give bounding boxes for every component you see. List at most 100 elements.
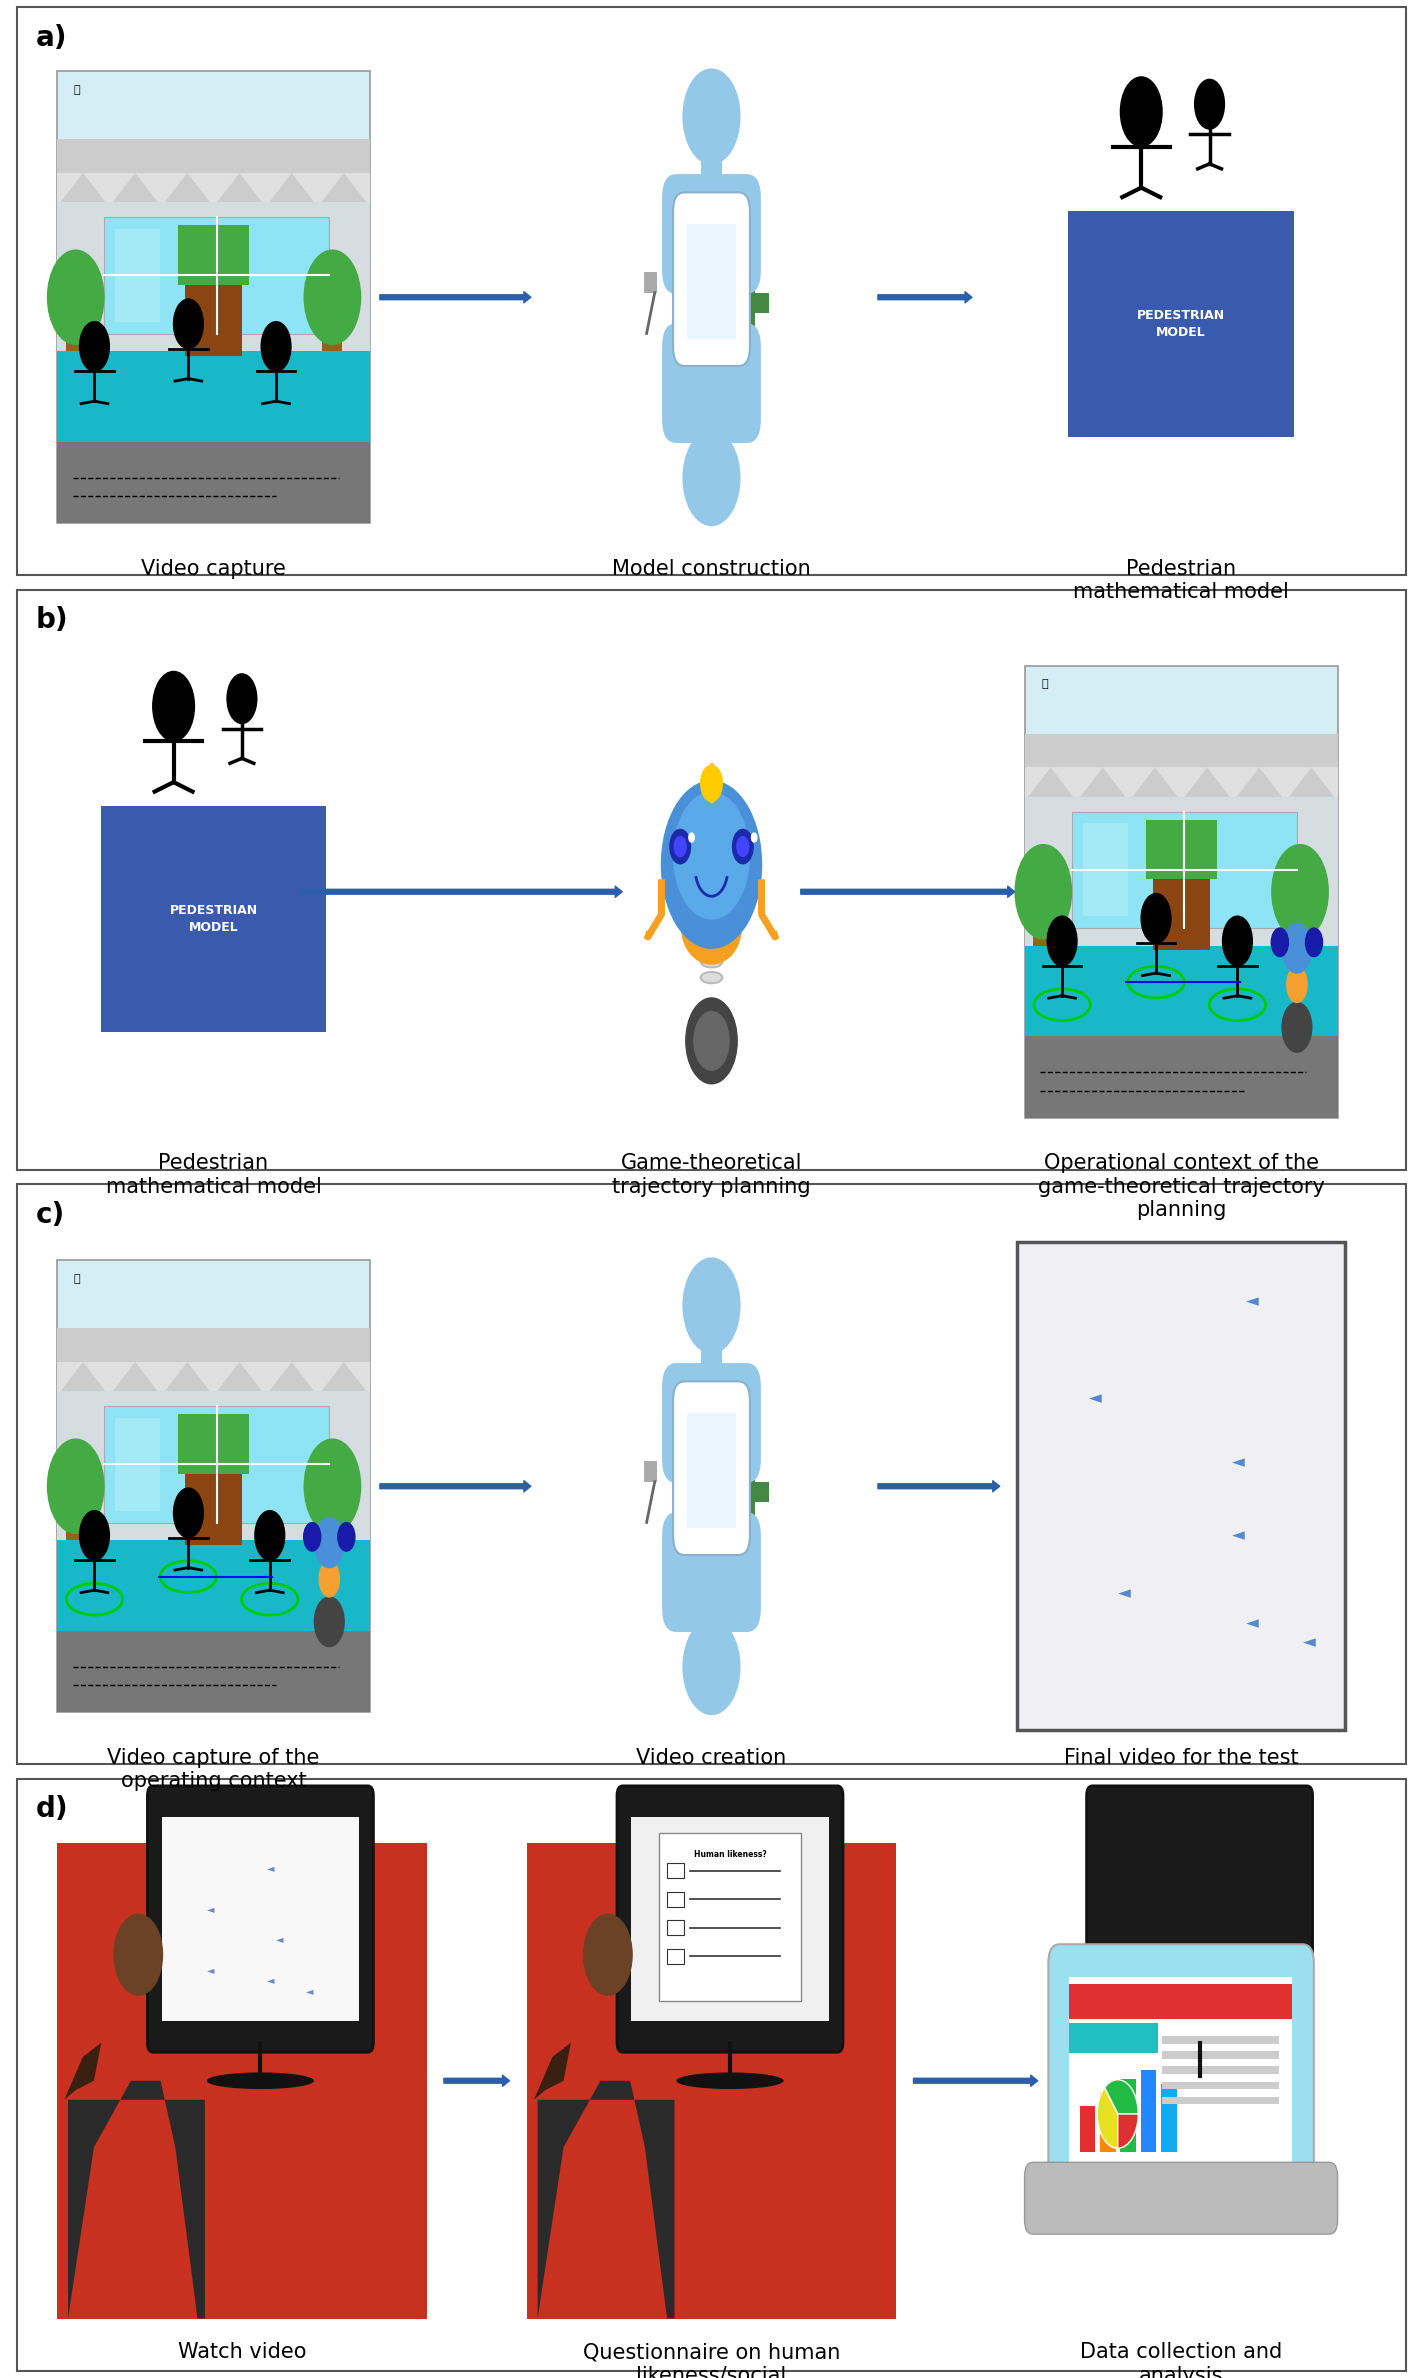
Circle shape [686,999,737,1084]
Circle shape [694,1011,729,1070]
Circle shape [1222,916,1252,965]
Text: Pedestrian
mathematical model: Pedestrian mathematical model [1073,559,1289,602]
Polygon shape [1025,768,1077,801]
Polygon shape [1128,768,1181,801]
Bar [1141,2069,1157,2152]
Polygon shape [1285,768,1338,801]
Bar [57,352,370,523]
Circle shape [337,1522,354,1550]
Circle shape [1271,927,1288,956]
Bar [632,1817,828,2021]
Bar [17,590,1406,1170]
Bar [57,138,370,174]
Bar [162,1817,359,2021]
Bar [57,1327,370,1363]
Bar [57,352,370,442]
Bar [17,1184,1406,1764]
Bar [57,1391,370,1541]
Text: Questionnaire on human
likeness/social
acceptability: Questionnaire on human likeness/social a… [583,2342,840,2378]
Polygon shape [64,2043,101,2100]
Text: ◄: ◄ [208,1905,215,1914]
Polygon shape [534,2043,571,2100]
Ellipse shape [676,2074,784,2090]
Bar [667,1921,684,1936]
Circle shape [174,1489,203,1539]
Bar [104,1405,329,1522]
Bar [1025,735,1338,801]
Text: c): c) [36,1201,65,1229]
Polygon shape [1077,768,1128,801]
Bar [687,1413,736,1527]
Circle shape [1282,1004,1312,1051]
FancyBboxPatch shape [618,1786,842,2052]
Text: a): a) [36,24,67,52]
FancyBboxPatch shape [673,1382,750,1555]
Bar [1120,2078,1136,2152]
Circle shape [583,1914,632,1995]
Circle shape [1120,76,1163,147]
Ellipse shape [319,1560,340,1598]
Polygon shape [1285,801,1338,856]
Bar [57,71,370,523]
Bar [659,1833,801,2000]
FancyBboxPatch shape [1025,2162,1338,2235]
Text: ◄: ◄ [208,1964,215,1976]
Text: b): b) [36,606,68,635]
Bar [739,273,756,340]
Circle shape [1141,894,1171,944]
Wedge shape [1097,2088,1117,2147]
Bar [1072,811,1296,927]
Bar [1163,2097,1278,2105]
Polygon shape [1234,768,1285,801]
Bar [57,1843,427,2319]
Polygon shape [266,174,317,207]
Bar [17,1779,1406,2371]
Text: Watch video: Watch video [178,2342,306,2361]
Ellipse shape [778,920,791,939]
Circle shape [683,430,740,526]
Circle shape [152,671,195,742]
Circle shape [1047,916,1077,965]
Text: Data collection and
analysis: Data collection and analysis [1080,2342,1282,2378]
Text: ◄: ◄ [1303,1634,1315,1650]
Bar [57,1541,370,1631]
Bar [178,226,249,285]
Polygon shape [1128,801,1181,856]
Ellipse shape [700,939,723,951]
Text: ◄: ◄ [1090,1389,1101,1408]
Circle shape [662,780,761,949]
Circle shape [733,830,753,863]
Ellipse shape [1146,2074,1254,2090]
Text: Video capture of the
operating context: Video capture of the operating context [107,1748,320,1791]
Bar [178,1415,249,1474]
Bar [1069,212,1294,438]
Polygon shape [161,1363,213,1396]
Ellipse shape [700,956,723,968]
Ellipse shape [632,920,645,939]
Bar [323,288,343,352]
Polygon shape [57,1396,110,1451]
Text: ◄: ◄ [266,1862,275,1874]
Bar [323,1477,343,1541]
Bar [57,1260,370,1712]
Bar [1163,2081,1278,2090]
Circle shape [114,1914,162,1995]
Circle shape [737,837,748,856]
Polygon shape [115,228,161,321]
Text: ◄: ◄ [266,1976,275,1986]
FancyBboxPatch shape [662,174,761,295]
Bar [724,285,739,307]
FancyBboxPatch shape [662,1363,761,1484]
Text: Video capture: Video capture [141,559,286,578]
Polygon shape [213,174,266,207]
Circle shape [675,837,686,856]
Bar [739,1462,756,1529]
FancyBboxPatch shape [662,323,761,442]
Circle shape [228,673,256,723]
Polygon shape [1077,801,1128,856]
Bar [643,273,657,292]
Text: 🎥: 🎥 [74,86,81,95]
Circle shape [314,1598,344,1646]
Bar [700,107,723,207]
Polygon shape [213,1363,266,1396]
